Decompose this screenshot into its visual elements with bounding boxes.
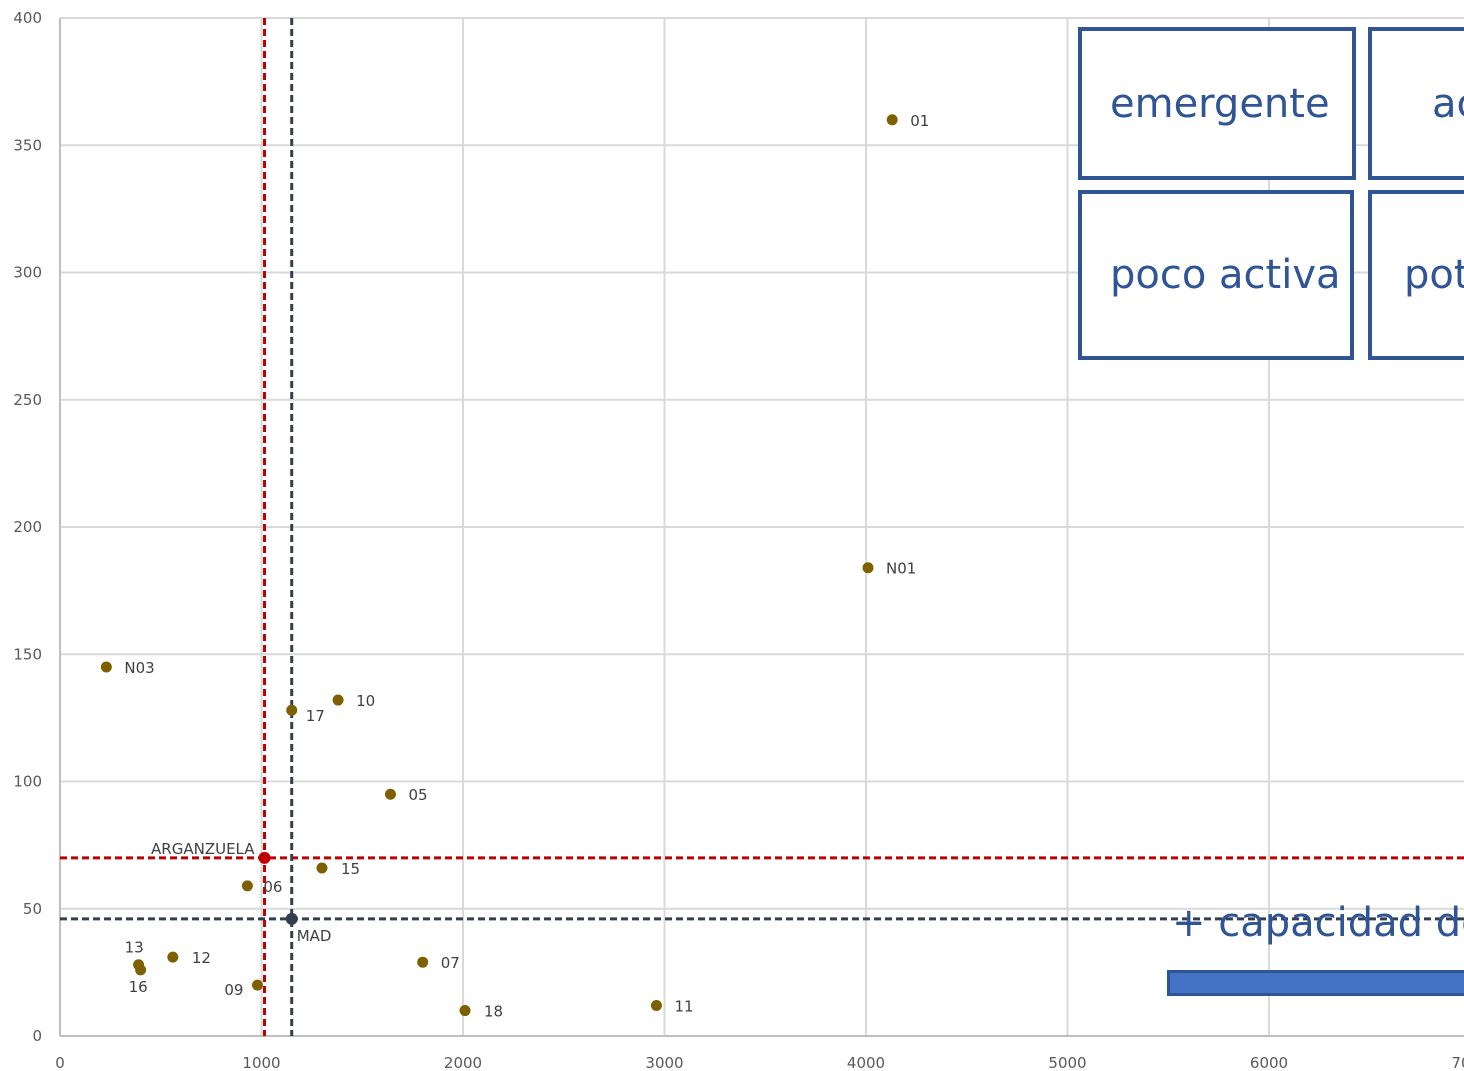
quadrant-label-emergente: emergente — [1110, 80, 1330, 127]
point-label-09: 09 — [224, 981, 243, 999]
x-tick-label: 4000 — [847, 1054, 885, 1071]
point-16 — [135, 964, 147, 976]
quadrant-potencial: pot — [1368, 190, 1464, 360]
y-tick-label: 250 — [13, 391, 42, 409]
tick-labels: 0100020003000400050006000700005010015020… — [13, 9, 1464, 1071]
point-10 — [332, 694, 344, 706]
reference-label-mad: MAD — [297, 927, 332, 945]
x-tick-label: 3000 — [645, 1054, 683, 1071]
x-tick-label: 7000 — [1451, 1054, 1464, 1071]
quadrant-label-potencial: pot — [1404, 252, 1464, 298]
point-15 — [316, 862, 328, 874]
x-tick-label: 5000 — [1048, 1054, 1086, 1071]
x-tick-label: 0 — [55, 1054, 65, 1071]
y-tick-label: 50 — [23, 900, 42, 918]
y-tick-label: 100 — [13, 773, 42, 791]
point-09 — [251, 979, 263, 991]
point-01 — [886, 114, 898, 126]
point-05 — [384, 788, 396, 800]
point-label-13: 13 — [125, 939, 144, 957]
axes — [59, 18, 1464, 1037]
reference-point-arganzuela — [258, 851, 271, 864]
x-axis-caption: + capacidad de — [1172, 900, 1464, 946]
point-N03 — [100, 661, 112, 673]
point-label-01: 01 — [910, 112, 929, 130]
quadrant-label-activa: ac — [1432, 80, 1464, 127]
point-label-N03: N03 — [124, 659, 154, 677]
point-N01 — [862, 562, 874, 574]
reference-point-mad — [285, 912, 298, 925]
point-12 — [167, 951, 179, 963]
y-tick-label: 300 — [13, 264, 42, 282]
quadrant-emergente: emergente — [1078, 27, 1356, 180]
data-points: 01 N01 N03 10 17 05 15 06 12 13 16 09 07 18 11 ARGANZUE… — [100, 112, 929, 1021]
point-18 — [459, 1005, 471, 1017]
point-label-N01: N01 — [886, 560, 916, 578]
point-17 — [286, 704, 298, 716]
x-tick-label: 2000 — [444, 1054, 482, 1071]
x-axis-arrow-bar — [1167, 970, 1464, 996]
quadrant-activa: ac — [1368, 27, 1464, 180]
point-label-12: 12 — [192, 949, 211, 967]
y-tick-label: 0 — [32, 1027, 42, 1045]
quadrant-label-poco-activa: poco activa — [1110, 252, 1341, 298]
point-label-07: 07 — [441, 954, 460, 972]
x-tick-label: 1000 — [242, 1054, 280, 1071]
point-label-16: 16 — [129, 978, 148, 996]
reference-lines — [60, 18, 1464, 1036]
point-label-10: 10 — [356, 692, 375, 710]
point-label-11: 11 — [674, 997, 693, 1015]
point-07 — [417, 956, 429, 968]
point-11 — [650, 999, 662, 1011]
y-tick-label: 350 — [13, 136, 42, 154]
point-label-18: 18 — [484, 1003, 503, 1021]
point-label-05: 05 — [408, 786, 427, 804]
y-tick-label: 400 — [13, 9, 42, 27]
quadrant-poco-activa: poco activa — [1078, 190, 1354, 360]
point-label-15: 15 — [341, 860, 360, 878]
point-label-06: 06 — [263, 878, 282, 896]
y-tick-label: 200 — [13, 518, 42, 536]
y-tick-label: 150 — [13, 645, 42, 663]
x-tick-label: 6000 — [1250, 1054, 1288, 1071]
point-label-17: 17 — [306, 707, 325, 725]
reference-label-arganzuela: ARGANZUELA — [151, 840, 255, 858]
point-06 — [241, 880, 253, 892]
